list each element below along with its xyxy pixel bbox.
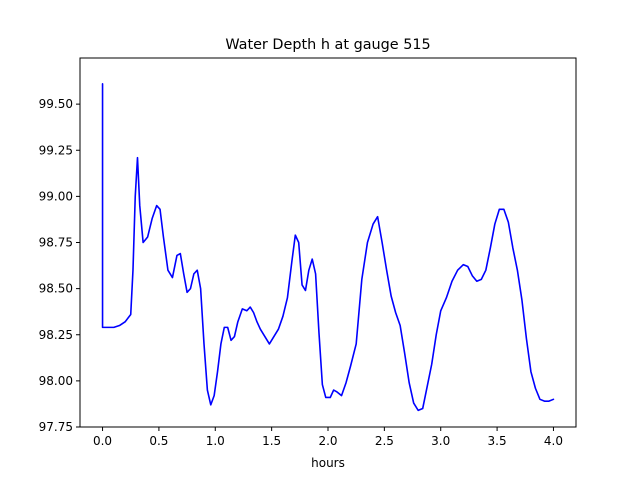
series-line-0 [101,83,555,412]
data-layer [101,83,555,412]
y-tick-label: 98.50 [39,282,73,296]
chart-title: Water Depth h at gauge 515 [225,37,430,53]
x-tick-label: 1.0 [206,434,225,448]
plot-area [80,58,576,427]
x-tick-label: 1.5 [262,434,281,448]
x-tick-label: 4.0 [544,434,563,448]
y-tick-label: 98.25 [39,328,73,342]
x-tick-label: 2.0 [318,434,337,448]
y-tick-label: 98.00 [39,374,73,388]
y-tick-label: 99.25 [39,143,73,157]
x-tick-label: 3.0 [431,434,450,448]
x-tick-label: 2.5 [375,434,394,448]
x-axis: 0.0 0.5 1.0 1.5 2.0 2.5 3.0 3.5 4.0 [93,427,563,448]
x-tick-label: 0.0 [93,434,112,448]
y-tick-label: 99.00 [39,189,73,203]
plot-frame [79,57,577,428]
y-tick-label: 98.75 [39,236,73,250]
y-axis: 97.75 98.00 98.25 98.50 98.75 99.00 99.25 99.50 [39,97,80,434]
x-axis-label: hours [311,456,345,470]
x-tick-label: 0.5 [149,434,168,448]
y-tick-label: 97.75 [39,420,73,434]
y-tick-label: 99.50 [39,97,73,111]
x-tick-label: 3.5 [488,434,507,448]
